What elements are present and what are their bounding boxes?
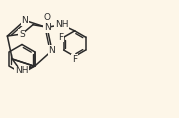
Text: O: O	[44, 13, 51, 22]
Text: F: F	[58, 33, 63, 42]
Text: NH: NH	[15, 66, 28, 75]
Text: N: N	[49, 46, 55, 55]
Text: NH: NH	[55, 20, 68, 29]
Text: N: N	[21, 16, 28, 25]
Text: F: F	[72, 55, 77, 64]
Text: N: N	[44, 23, 50, 32]
Text: S: S	[19, 30, 25, 39]
